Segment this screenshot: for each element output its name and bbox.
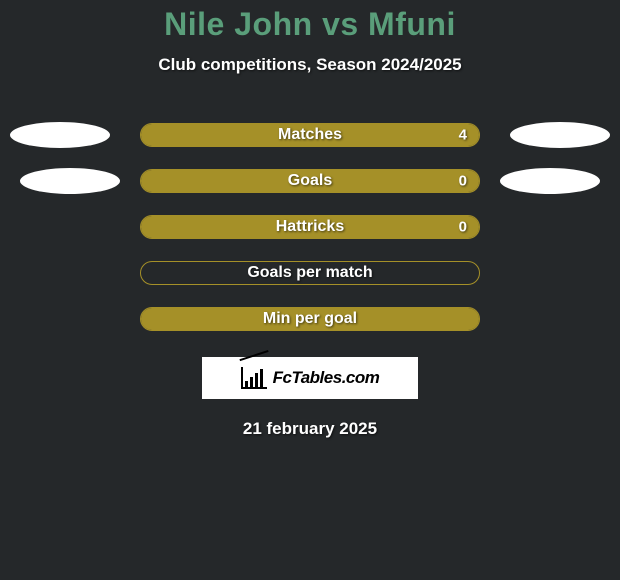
stat-row-gpm: Goals per match xyxy=(0,261,620,285)
stat-value: 0 xyxy=(459,173,467,190)
chart-icon xyxy=(241,367,267,389)
stat-label: Min per goal xyxy=(263,310,357,328)
stat-value: 4 xyxy=(459,127,467,144)
ellipse-icon xyxy=(500,168,600,194)
comparison-infographic: Nile John vs Mfuni Club competitions, Se… xyxy=(0,0,620,580)
subtitle: Club competitions, Season 2024/2025 xyxy=(158,55,461,75)
stat-row-goals: Goals 0 xyxy=(0,169,620,193)
page-title: Nile John vs Mfuni xyxy=(164,6,456,43)
stat-label: Goals xyxy=(288,172,332,190)
date-label: 21 february 2025 xyxy=(243,419,377,439)
stat-bar: Goals per match xyxy=(140,261,480,285)
stats-area: Matches 4 Goals 0 Hattricks 0 xyxy=(0,123,620,331)
stat-label: Hattricks xyxy=(276,218,344,236)
stat-row-hattricks: Hattricks 0 xyxy=(0,215,620,239)
stat-bar: Min per goal xyxy=(140,307,480,331)
stat-label: Matches xyxy=(278,126,342,144)
stat-label: Goals per match xyxy=(247,264,372,282)
ellipse-icon xyxy=(10,122,110,148)
fctables-logo: FcTables.com xyxy=(202,357,418,399)
logo-text: FcTables.com xyxy=(273,368,380,388)
stat-bar: Goals 0 xyxy=(140,169,480,193)
stat-row-matches: Matches 4 xyxy=(0,123,620,147)
stat-bar: Matches 4 xyxy=(140,123,480,147)
ellipse-icon xyxy=(510,122,610,148)
ellipse-icon xyxy=(20,168,120,194)
stat-value: 0 xyxy=(459,219,467,236)
stat-bar: Hattricks 0 xyxy=(140,215,480,239)
stat-row-mpg: Min per goal xyxy=(0,307,620,331)
